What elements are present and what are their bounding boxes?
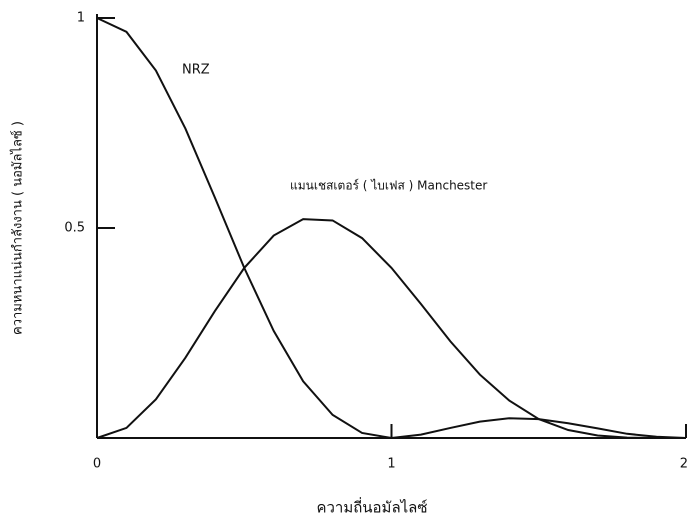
x-tick-label: 2 [680, 457, 688, 472]
annotation: แมนเชสเตอร์ ( ไบเฟส ) Manchester [290, 179, 487, 193]
x-axis-label: ความถี่นอมัลไลซ์ [316, 497, 427, 517]
line-series [97, 219, 686, 438]
chart: ความถี่นอมัลไลซ์ ความหนาแน่นกำลังงาน ( น… [0, 0, 690, 524]
x-tick-label: 0 [93, 457, 101, 472]
x-tick-label: 1 [387, 457, 395, 472]
y-tick-label: 1 [77, 11, 85, 26]
y-tick-label: 0.5 [64, 221, 85, 236]
line-series [97, 18, 686, 438]
annotation: NRZ [182, 63, 210, 78]
y-axis-label: ความหนาแน่นกำลังงาน ( นอมัลไลซ์ ) [10, 121, 26, 335]
